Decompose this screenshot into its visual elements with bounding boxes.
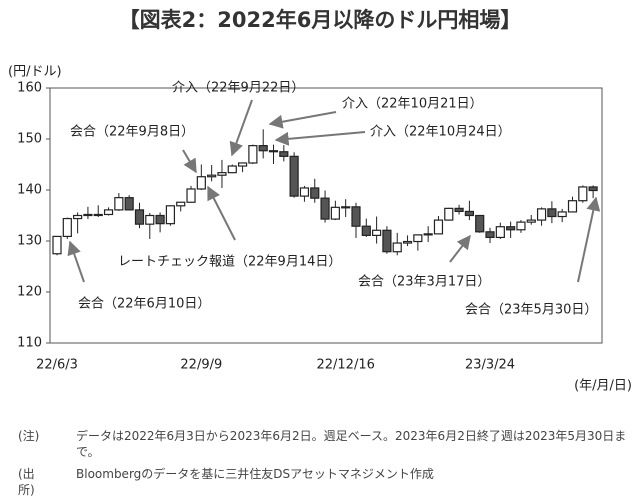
candle-body — [454, 207, 464, 213]
y-tick-label: 160 — [17, 81, 42, 96]
candle-body — [536, 208, 547, 221]
candle-body — [557, 211, 567, 218]
candle-body — [103, 209, 114, 216]
candle-body — [341, 206, 351, 209]
candle-body — [351, 206, 361, 227]
candle-body — [402, 240, 413, 244]
annotation-arrow — [274, 131, 366, 146]
annotation-arrow — [67, 240, 85, 283]
y-tick-label: 120 — [17, 285, 42, 300]
candle-body — [547, 208, 557, 218]
annotation-arrow — [577, 196, 601, 283]
candle-body — [361, 225, 371, 236]
candle-body — [310, 187, 320, 199]
candle-body — [299, 187, 310, 197]
candle-body — [134, 209, 145, 225]
x-tick-label: 22/6/3 — [36, 358, 78, 373]
annotation: 介入（22年10月21日） — [342, 97, 483, 112]
candle-body — [227, 165, 237, 174]
candle-body — [207, 174, 217, 178]
y-axis-label: (円/ドル) — [8, 65, 62, 80]
x-tick-label: 22/9/9 — [180, 358, 222, 373]
plot-frame — [49, 87, 603, 344]
x-tick-label: 22/12/16 — [316, 358, 374, 373]
source-text: Bloombergのデータを基に三井住友DSアセットマネジメント作成 — [76, 467, 434, 481]
chart-title: 【図表2：2022年6月以降のドル円相場】 — [118, 8, 522, 32]
y-tick-label: 150 — [17, 132, 42, 147]
candle-body — [320, 197, 330, 220]
candle-body — [145, 214, 155, 225]
candle-body — [268, 150, 279, 153]
candle-body — [196, 176, 206, 190]
candle-body — [176, 201, 186, 207]
candle-body — [506, 226, 516, 231]
candle-body — [413, 234, 423, 243]
candle-body — [392, 242, 402, 253]
annotation-arrow — [449, 234, 471, 263]
candle-body — [444, 207, 454, 221]
annotation: 介入（22年10月24日） — [370, 125, 511, 140]
candle-body — [73, 214, 83, 220]
note-text: データは2022年6月3日から2023年6月2日。週足ベース。2023年6月2日… — [76, 429, 627, 459]
candle-body — [186, 188, 196, 203]
candle-body — [279, 151, 289, 157]
candle-body — [495, 226, 505, 239]
candle-body — [516, 221, 526, 231]
candle-body — [52, 235, 62, 255]
chart: (円/ドル) (年/月/日) 110 120 130 140 150 160 22/6/3 2… — [8, 65, 632, 394]
annotation-arrow — [182, 149, 197, 174]
candle-body — [93, 213, 103, 217]
candle-body — [62, 217, 72, 238]
candle-body — [372, 229, 382, 236]
annotation-arrow — [268, 111, 337, 129]
source-tag: (出所) — [18, 467, 35, 497]
candle-body — [217, 172, 227, 176]
candle-body — [330, 206, 340, 220]
candle-body — [155, 214, 165, 225]
candle-body — [114, 197, 124, 211]
x-tick-label: 23/3/24 — [465, 358, 515, 373]
candle-body — [124, 197, 134, 211]
candle-body — [289, 155, 299, 197]
candle-body — [485, 231, 495, 239]
candle-body — [588, 186, 598, 192]
candle-body — [423, 233, 433, 236]
candle-body — [567, 200, 578, 213]
candle-body — [165, 205, 176, 225]
annotation-arrow — [229, 99, 253, 157]
candle-body — [258, 145, 268, 152]
candle-body — [526, 219, 536, 223]
annotation: 会合（23年3月17日） — [358, 275, 490, 290]
x-axis-label: (年/月/日) — [574, 379, 632, 394]
candle-body — [578, 186, 588, 202]
candle-body — [433, 219, 444, 235]
candle-body — [83, 213, 93, 217]
annotation: 会合（22年9月8日） — [70, 125, 194, 140]
annotation: 介入（22年9月22日） — [172, 81, 304, 96]
annotation-arrow — [207, 185, 236, 241]
candle-body — [464, 210, 474, 217]
candle-body — [382, 229, 392, 253]
y-tick-label: 140 — [17, 183, 42, 198]
note-tag: (注) — [18, 429, 40, 443]
annotation: レートチェック報道（22年9月14日） — [118, 255, 341, 270]
candle-body — [475, 214, 485, 233]
y-tick-label: 110 — [17, 336, 42, 351]
annotation: 会合（22年6月10日） — [78, 297, 210, 312]
candle-body — [237, 162, 248, 167]
annotation: 会合（23年5月30日） — [465, 303, 597, 318]
candle-body — [248, 145, 258, 164]
y-tick-label: 130 — [17, 234, 42, 249]
